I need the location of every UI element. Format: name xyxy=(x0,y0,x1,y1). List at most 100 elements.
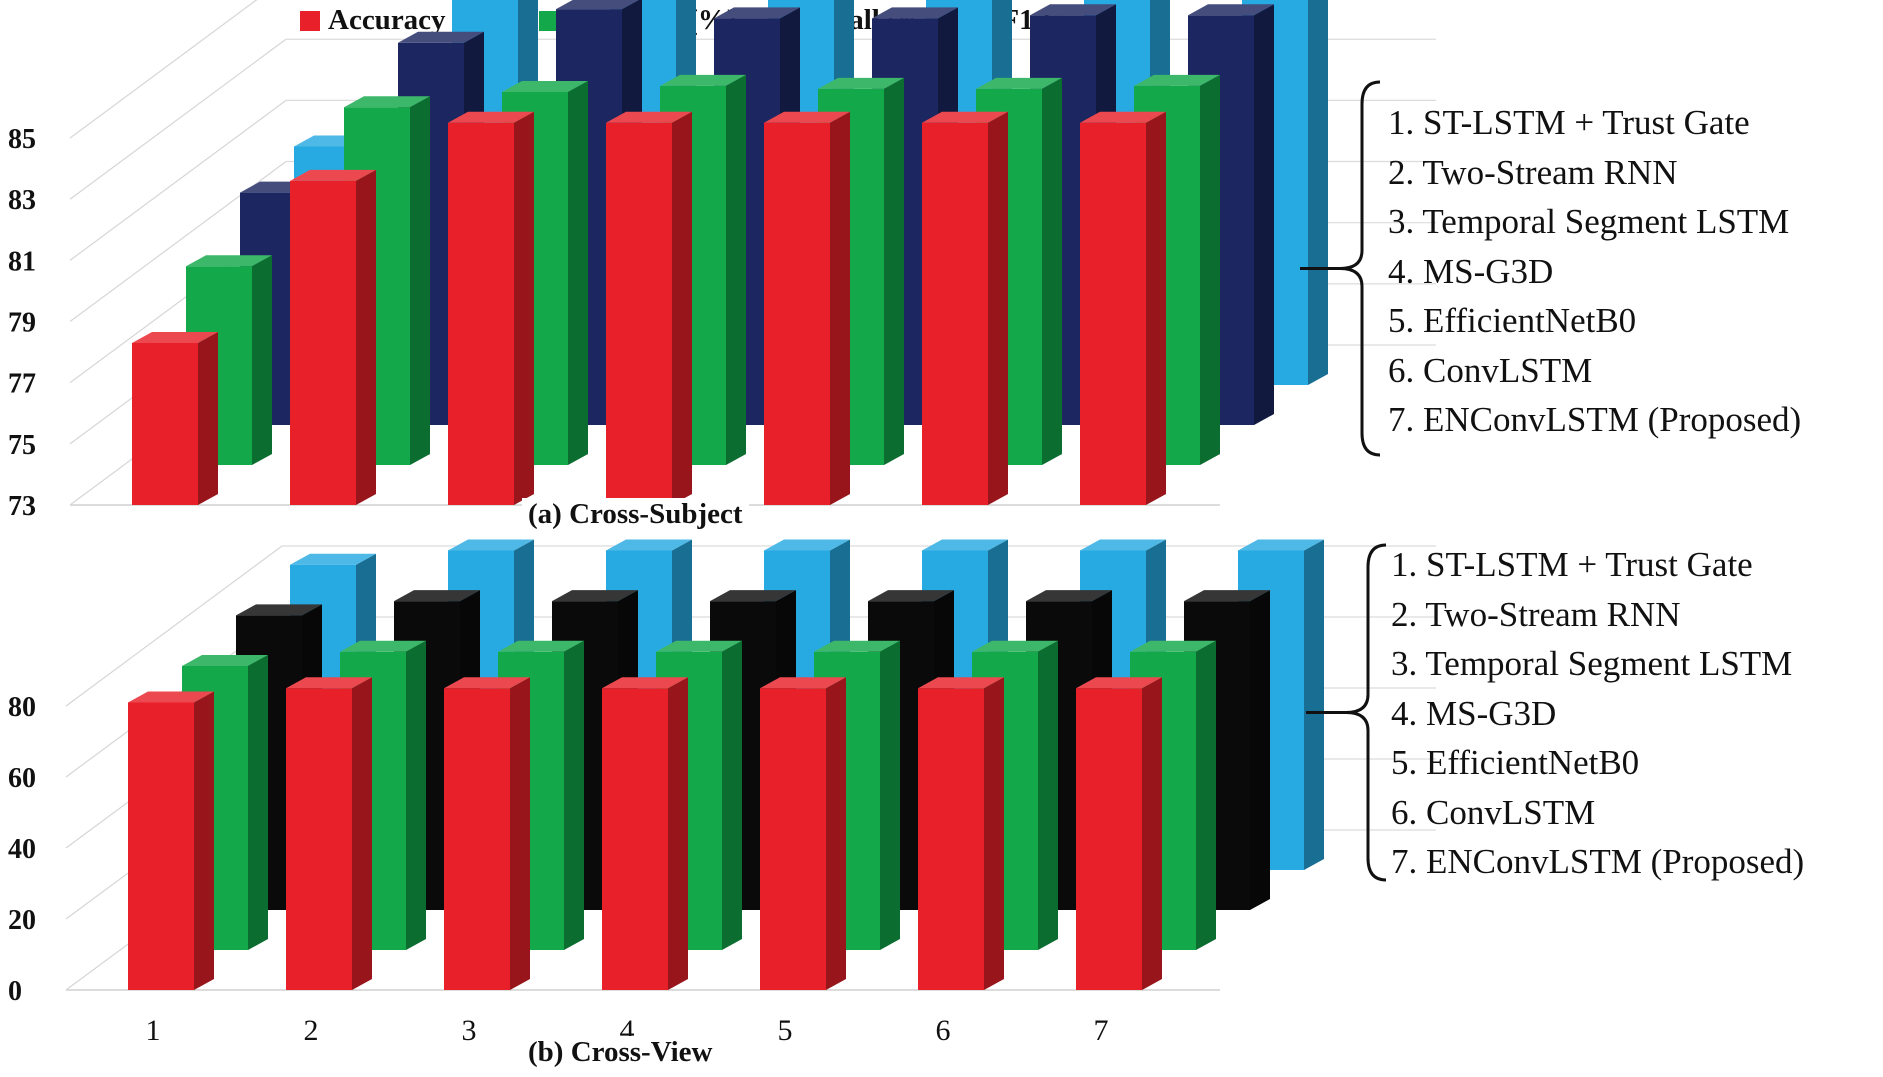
bar-side xyxy=(1250,590,1270,910)
bar-top xyxy=(918,677,1004,689)
bar-accuracy-3 xyxy=(444,677,530,990)
bar-top xyxy=(1030,4,1116,16)
bar-side xyxy=(668,677,688,990)
method-item: 1. ST-LSTM + Trust Gate xyxy=(1388,103,1750,142)
bar-top xyxy=(556,0,639,10)
bar-top xyxy=(132,331,218,343)
bar-front xyxy=(444,688,510,990)
gridline-diagonal xyxy=(69,0,258,139)
bar-side xyxy=(722,640,742,950)
bar-side xyxy=(984,677,1004,990)
bar-front xyxy=(602,688,668,990)
method-list-a: 1. ST-LSTM + Trust Gate 2. Two-Stream RN… xyxy=(1388,98,1801,445)
bar-side xyxy=(1042,77,1062,466)
bar-accuracy-7 xyxy=(1076,677,1162,990)
bar-top xyxy=(290,169,376,181)
method-list-b: 1. ST-LSTM + Trust Gate 2. Two-Stream RN… xyxy=(1391,540,1804,887)
bar-top xyxy=(286,677,372,689)
bar-top xyxy=(1134,74,1220,86)
bar-side xyxy=(1196,640,1216,950)
bar-accuracy-2 xyxy=(290,169,376,505)
bar-front xyxy=(1080,122,1146,505)
x-tick-label: 6 xyxy=(936,1014,951,1047)
method-item: 4. MS-G3D xyxy=(1388,251,1554,291)
bar-top xyxy=(656,640,742,652)
bar-side xyxy=(726,74,746,465)
bar-accuracy-6 xyxy=(922,111,1008,505)
bar-top xyxy=(444,677,530,689)
bar-side xyxy=(564,640,584,950)
y-tick-label: 85 xyxy=(8,124,36,155)
bar-top xyxy=(714,7,800,19)
bar-side xyxy=(884,77,904,466)
bar-side xyxy=(1200,74,1220,465)
bar-top xyxy=(872,7,958,19)
brace xyxy=(1339,80,1381,457)
bar-top xyxy=(814,640,900,652)
bar-front xyxy=(764,122,830,505)
bar-top xyxy=(502,80,588,92)
bar-top xyxy=(340,640,426,652)
bar-top xyxy=(972,640,1058,652)
bar-accuracy-4 xyxy=(602,677,688,990)
bar-top xyxy=(710,590,796,602)
bar-top xyxy=(602,677,688,689)
bar-top xyxy=(398,31,484,43)
y-tick-label: 0 xyxy=(8,976,22,1007)
method-item: 3. Temporal Segment LSTM xyxy=(1388,202,1790,241)
bar-top xyxy=(182,655,268,666)
bar-side xyxy=(988,111,1008,505)
bar-side xyxy=(410,96,430,465)
caption-cross-view: (b) Cross-View xyxy=(522,1036,719,1069)
x-tick-label: 3 xyxy=(462,1014,477,1047)
method-item: 6. ConvLSTM xyxy=(1391,792,1596,832)
gridline-diagonal xyxy=(65,545,283,707)
bar-side xyxy=(568,80,588,465)
bar-front xyxy=(128,702,194,990)
y-tick-label: 77 xyxy=(8,369,36,400)
bar-top xyxy=(660,74,746,86)
bar-top xyxy=(344,96,430,108)
bar-accuracy-2 xyxy=(286,677,372,990)
bar-top xyxy=(764,539,850,551)
bar-top xyxy=(976,77,1062,89)
method-braces xyxy=(1300,80,1387,882)
bar-front xyxy=(286,688,352,990)
bar-front xyxy=(606,122,672,505)
bar-top xyxy=(128,691,214,703)
bar-top xyxy=(818,77,904,89)
method-item: 7. ENConvLSTM (Proposed) xyxy=(1388,400,1802,439)
bar-side xyxy=(352,677,372,990)
legend-swatch-accuracy xyxy=(300,10,320,31)
y-tick-label: 40 xyxy=(8,834,36,865)
bar-front xyxy=(448,122,514,505)
bar-accuracy-1 xyxy=(128,691,214,990)
method-item: 3. Temporal Segment LSTM xyxy=(1391,644,1793,683)
x-tick-label: 5 xyxy=(778,1014,793,1047)
bar-side xyxy=(356,169,376,505)
bar-side xyxy=(1038,640,1058,950)
bar-accuracy-7 xyxy=(1080,111,1166,505)
bar-side xyxy=(198,331,218,505)
bar-top xyxy=(448,111,534,123)
bar-front xyxy=(760,688,826,990)
method-item: 6. ConvLSTM xyxy=(1388,350,1593,390)
bar-top xyxy=(606,539,692,551)
chart-cross-subject: 73 75 77 79 81 83 85 xyxy=(8,0,1436,522)
bar-top xyxy=(394,590,480,602)
bar-side xyxy=(672,111,692,505)
bar-top xyxy=(868,590,954,602)
bar-side xyxy=(1146,111,1166,505)
bar-side xyxy=(1304,539,1324,870)
bar-accuracy-4 xyxy=(606,111,692,505)
bar-front xyxy=(290,180,356,505)
bar-accuracy-6 xyxy=(918,677,1004,990)
bar-side xyxy=(248,655,268,950)
bar-top xyxy=(498,640,584,652)
bar-top xyxy=(1184,590,1270,602)
bar-top xyxy=(1130,640,1216,652)
caption-cross-subject: (a) Cross-Subject xyxy=(522,498,749,531)
bar-top xyxy=(236,604,322,616)
bar-side xyxy=(510,677,530,990)
